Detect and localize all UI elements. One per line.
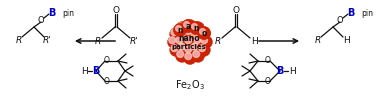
Circle shape [185, 28, 192, 35]
Text: O: O [265, 78, 271, 87]
Circle shape [175, 49, 189, 62]
Circle shape [192, 24, 197, 29]
Circle shape [174, 23, 186, 37]
Circle shape [176, 37, 183, 44]
Text: n: n [177, 26, 183, 34]
Circle shape [177, 42, 190, 55]
Circle shape [170, 28, 183, 40]
Text: particles: particles [172, 44, 206, 50]
Text: R: R [16, 36, 22, 44]
Text: nano: nano [178, 33, 200, 42]
Text: O: O [113, 6, 119, 14]
Circle shape [192, 49, 204, 62]
Circle shape [169, 37, 175, 44]
Text: R: R [215, 37, 221, 46]
Circle shape [170, 43, 183, 57]
Circle shape [189, 21, 203, 34]
Circle shape [185, 37, 192, 44]
Circle shape [175, 26, 181, 31]
Text: B: B [347, 8, 355, 18]
Circle shape [177, 51, 184, 57]
Circle shape [191, 43, 198, 50]
Text: pin: pin [62, 9, 74, 18]
Circle shape [183, 27, 197, 40]
Circle shape [185, 53, 192, 60]
Text: B: B [92, 66, 100, 76]
Text: H: H [342, 36, 349, 44]
Circle shape [177, 29, 190, 42]
Text: pin: pin [361, 9, 373, 18]
Circle shape [193, 51, 200, 57]
Circle shape [178, 43, 185, 50]
Circle shape [181, 20, 195, 32]
Circle shape [171, 45, 178, 52]
Text: B: B [48, 8, 56, 18]
Circle shape [193, 23, 200, 30]
Circle shape [185, 21, 192, 28]
Circle shape [185, 46, 192, 53]
Circle shape [192, 22, 204, 35]
Text: R: R [315, 36, 321, 44]
Text: H: H [251, 37, 257, 46]
Circle shape [183, 51, 197, 65]
Circle shape [197, 43, 210, 57]
Text: R': R' [43, 36, 51, 44]
Text: R: R [95, 37, 101, 46]
Text: Fe$_2$O$_3$: Fe$_2$O$_3$ [175, 78, 205, 92]
Circle shape [171, 29, 178, 36]
Text: O: O [104, 56, 110, 65]
Text: O: O [38, 16, 44, 24]
Text: O: O [104, 78, 110, 87]
Circle shape [183, 44, 197, 58]
Circle shape [194, 37, 201, 44]
Text: O: O [232, 6, 240, 14]
Circle shape [175, 36, 187, 49]
Text: n: n [193, 23, 199, 32]
Circle shape [177, 23, 184, 30]
Text: O: O [337, 16, 343, 24]
Circle shape [178, 30, 185, 37]
Text: H: H [81, 67, 87, 76]
Circle shape [197, 28, 210, 40]
Text: R': R' [130, 37, 138, 46]
Circle shape [201, 37, 208, 44]
Circle shape [192, 36, 206, 49]
Circle shape [200, 29, 205, 34]
Circle shape [183, 20, 197, 32]
Circle shape [190, 42, 203, 55]
Circle shape [199, 29, 205, 36]
Circle shape [183, 36, 197, 49]
Circle shape [175, 22, 189, 35]
Circle shape [191, 30, 198, 37]
Text: B: B [276, 66, 284, 76]
Circle shape [199, 45, 205, 52]
Circle shape [167, 36, 181, 49]
Circle shape [200, 36, 212, 49]
Circle shape [197, 27, 211, 40]
Circle shape [190, 29, 203, 42]
Text: a: a [185, 21, 191, 30]
Circle shape [184, 22, 189, 27]
Text: o: o [201, 29, 207, 38]
Text: O: O [265, 56, 271, 65]
Text: H: H [289, 67, 295, 76]
